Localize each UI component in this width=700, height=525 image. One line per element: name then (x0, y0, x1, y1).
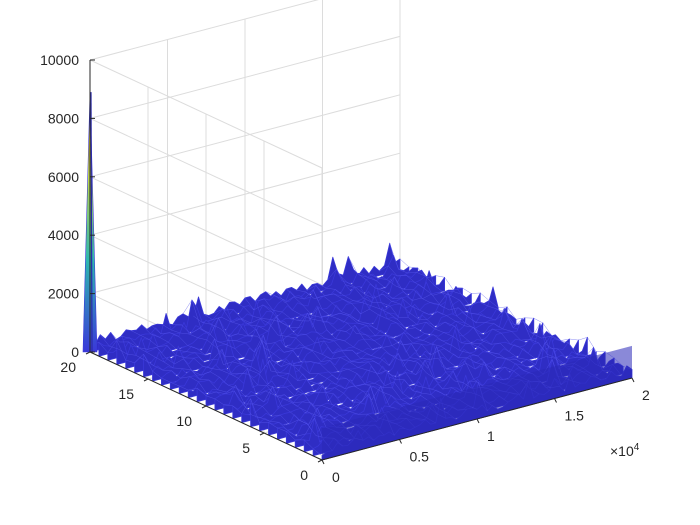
y-tick-label: 20 (60, 359, 76, 375)
y-tick-label: 10 (176, 413, 192, 429)
mesh-column (255, 298, 488, 412)
mesh-column (141, 324, 374, 441)
x-exponent-base: ×10 (610, 443, 634, 459)
x-tick-mark (631, 377, 635, 383)
x-exponent-power: 4 (634, 442, 640, 453)
mesh-column (89, 340, 323, 457)
mesh-column (151, 325, 385, 436)
mesh-column (379, 265, 612, 372)
mesh-column (265, 291, 498, 410)
mesh-row (250, 323, 561, 428)
mesh-column (348, 256, 581, 384)
mesh-column (275, 291, 509, 403)
x-axis-ticks: 0 0.5 1 1.5 2 (321, 377, 650, 485)
mesh-column (162, 324, 395, 436)
y-tick-mark (85, 351, 91, 355)
surface-mesh (89, 242, 633, 461)
mesh-row (214, 308, 526, 411)
x-tick-mark (476, 418, 480, 424)
mesh-skirt (322, 345, 632, 460)
mesh-column (100, 334, 333, 451)
mesh-column (399, 258, 633, 370)
mesh-column (286, 288, 519, 395)
x-tick-label: 0 (332, 469, 340, 485)
y-axis-ticks: 0 5 10 15 20 (60, 351, 323, 483)
x-tick-label: 1 (487, 428, 495, 444)
z-tick-label: 6000 (48, 169, 79, 185)
z-tick-label: 10000 (40, 52, 79, 68)
z-tick-label: 4000 (48, 227, 79, 243)
mesh-row (98, 255, 410, 357)
mesh-column (368, 273, 602, 381)
x-tick-mark (554, 398, 557, 403)
z-tick-label: 8000 (48, 110, 79, 126)
mesh-column (244, 297, 478, 410)
x-tick-mark (399, 439, 402, 444)
x-tick-label: 1.5 (565, 408, 585, 424)
mesh-column (172, 324, 405, 429)
mesh-column (224, 309, 457, 420)
x-tick-label: 0.5 (410, 449, 430, 465)
y-tick-label: 5 (242, 440, 250, 456)
y-tick-mark (259, 432, 265, 436)
y-tick-label: 0 (300, 467, 308, 483)
mesh-row (134, 270, 445, 374)
y-tick-mark (143, 378, 149, 382)
mesh-column (306, 284, 540, 395)
y-tick-mark (317, 459, 323, 463)
mesh-column (234, 301, 467, 411)
mesh-column (296, 289, 529, 395)
mesh-column (182, 299, 416, 428)
mesh-row (187, 286, 499, 399)
z-tick-label: 0 (71, 344, 79, 360)
mesh-column (193, 315, 426, 420)
mesh-column (327, 268, 560, 388)
mesh-column (317, 283, 550, 391)
mesh-column (389, 243, 622, 377)
x-axis-exponent: ×104 (610, 442, 640, 459)
spike-edge (90, 92, 93, 353)
mesh-column (213, 308, 447, 419)
z-tick-label: 2000 (48, 286, 79, 302)
mesh-row (205, 306, 517, 407)
mesh-column (203, 313, 436, 424)
mesh-column (337, 273, 571, 386)
mesh-column (358, 274, 591, 377)
mesh-column (120, 336, 354, 441)
y-tick-label: 15 (118, 386, 134, 402)
x-tick-mark (321, 459, 325, 465)
y-tick-mark (201, 405, 207, 409)
x-tick-label: 2 (642, 387, 650, 403)
z-axis-ticks: 0 2000 4000 6000 8000 10000 (40, 52, 95, 360)
